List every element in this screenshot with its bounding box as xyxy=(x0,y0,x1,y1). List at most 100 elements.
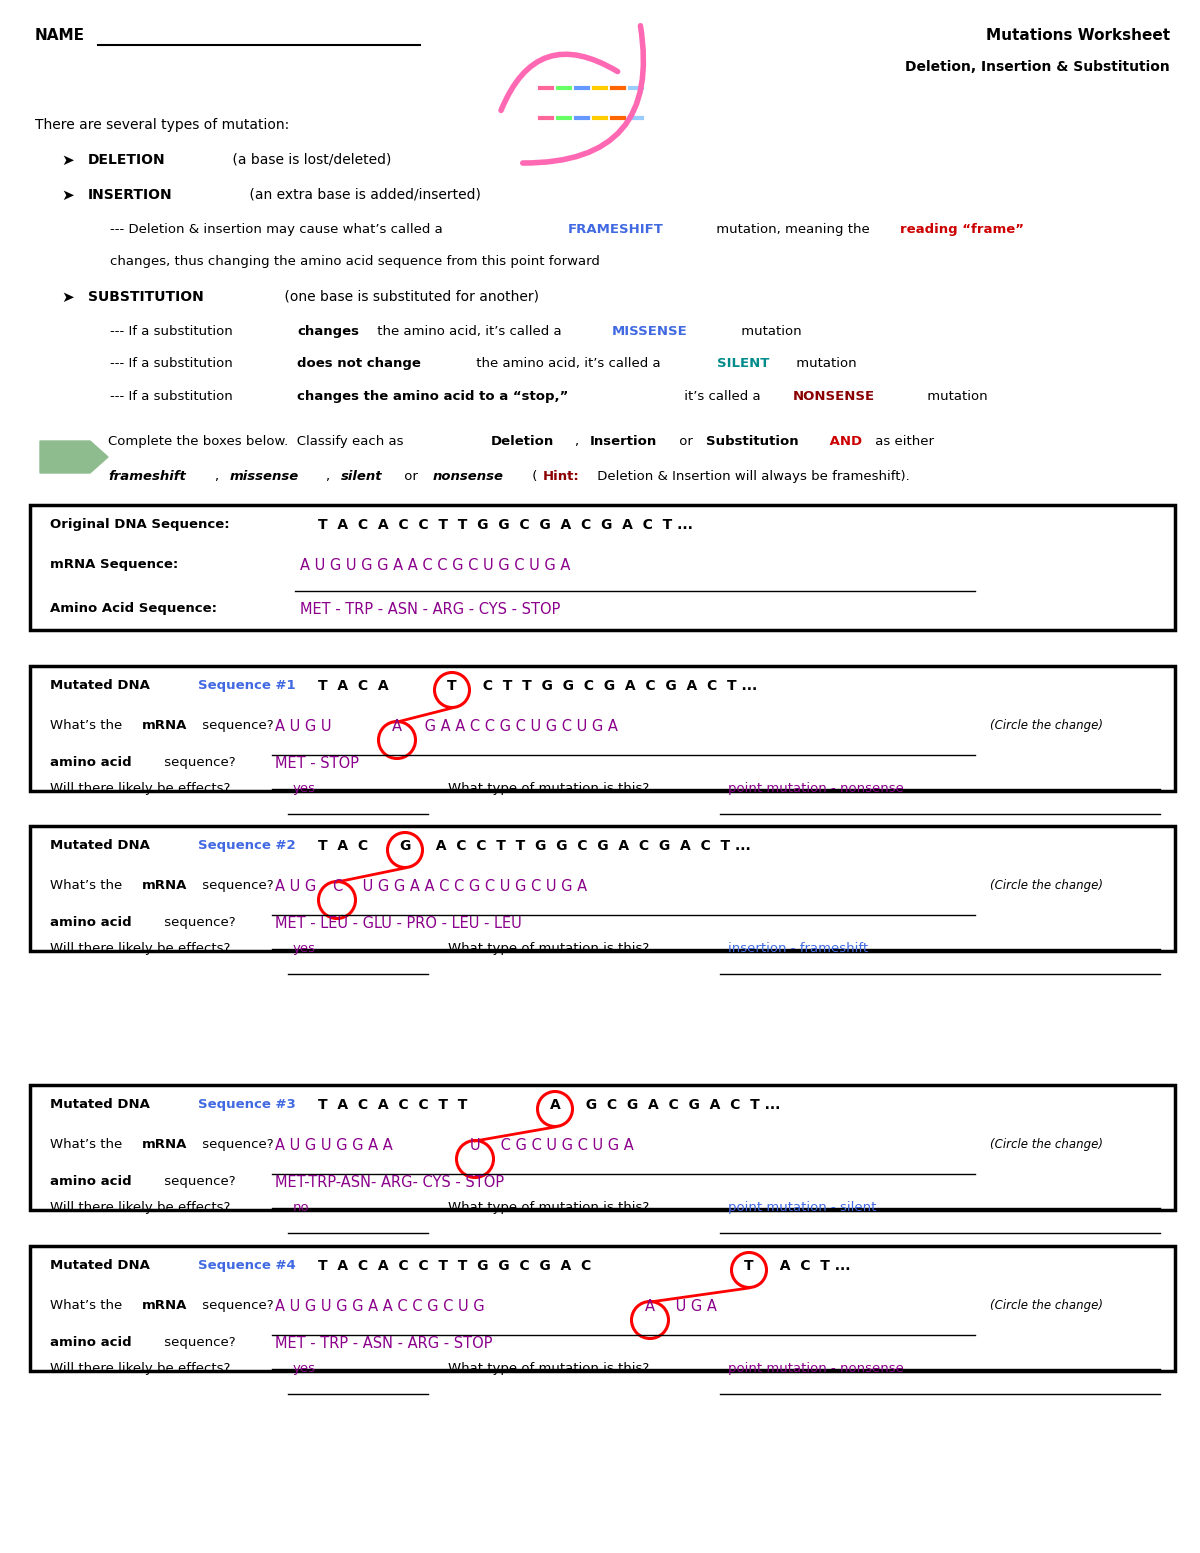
Text: ,: , xyxy=(575,435,583,447)
Text: T: T xyxy=(448,679,457,693)
Text: changes, thus changing the amino acid sequence from this point forward: changes, thus changing the amino acid se… xyxy=(110,255,600,269)
Text: yes: yes xyxy=(293,943,316,955)
Text: (Circle the change): (Circle the change) xyxy=(990,1298,1103,1312)
Text: What’s the: What’s the xyxy=(50,1298,126,1312)
Text: (one base is substituted for another): (one base is substituted for another) xyxy=(280,290,539,304)
Text: sequence?: sequence? xyxy=(160,916,235,929)
Text: amino acid: amino acid xyxy=(50,1176,132,1188)
Text: Mutations Worksheet: Mutations Worksheet xyxy=(986,28,1170,43)
Text: mRNA: mRNA xyxy=(142,879,187,891)
Text: Mutated DNA: Mutated DNA xyxy=(50,839,155,853)
Text: Mutated DNA: Mutated DNA xyxy=(50,1259,155,1272)
Text: Sequence #3: Sequence #3 xyxy=(198,1098,295,1110)
Text: Deletion & Insertion will always be frameshift).: Deletion & Insertion will always be fram… xyxy=(593,471,910,483)
Text: U G G A A C C G C U G C U G A: U G G A A C C G C U G C U G A xyxy=(358,879,587,895)
Text: NONSENSE: NONSENSE xyxy=(793,390,875,402)
Text: the amino acid, it’s called a: the amino acid, it’s called a xyxy=(373,325,566,339)
FancyBboxPatch shape xyxy=(30,826,1175,950)
Text: Hint:: Hint: xyxy=(542,471,580,483)
Text: C G C U G C U G A: C G C U G C U G A xyxy=(496,1138,634,1152)
Text: There are several types of mutation:: There are several types of mutation: xyxy=(35,118,289,132)
Text: amino acid: amino acid xyxy=(50,756,132,769)
Text: sequence?: sequence? xyxy=(198,719,274,731)
Text: A: A xyxy=(646,1298,655,1314)
Text: T: T xyxy=(744,1259,754,1273)
Text: amino acid: amino acid xyxy=(50,1336,132,1350)
Text: (Circle the change): (Circle the change) xyxy=(990,1138,1103,1151)
Text: U: U xyxy=(469,1138,480,1152)
Text: T  A  C  A  C  C  T  T  G  G  C  G  A  C: T A C A C C T T G G C G A C xyxy=(318,1259,601,1273)
Text: --- If a substitution: --- If a substitution xyxy=(110,357,238,370)
Text: NAME: NAME xyxy=(35,28,85,43)
Text: mRNA: mRNA xyxy=(142,1298,187,1312)
Text: U G A: U G A xyxy=(671,1298,716,1314)
Text: Will there likely be effects?: Will there likely be effects? xyxy=(50,783,230,795)
Text: T  A  C: T A C xyxy=(318,839,378,853)
Text: Original DNA Sequence:: Original DNA Sequence: xyxy=(50,519,229,531)
FancyBboxPatch shape xyxy=(30,1086,1175,1210)
Text: Will there likely be effects?: Will there likely be effects? xyxy=(50,1200,230,1214)
Text: DELETION: DELETION xyxy=(88,154,166,168)
Text: mutation: mutation xyxy=(923,390,988,402)
Text: FRAMESHIFT: FRAMESHIFT xyxy=(568,224,664,236)
Text: A U G U G G A A C C G C U G C U G A: A U G U G G A A C C G C U G C U G A xyxy=(300,558,570,573)
Text: A U G U G G A A C C G C U G: A U G U G G A A C C G C U G xyxy=(275,1298,490,1314)
Text: Sequence #1: Sequence #1 xyxy=(198,679,295,693)
Text: Deletion: Deletion xyxy=(491,435,554,447)
Text: T  A  C  A  C  C  T  T: T A C A C C T T xyxy=(318,1098,478,1112)
Text: Substitution: Substitution xyxy=(706,435,799,447)
Text: mutation: mutation xyxy=(737,325,802,339)
Text: What’s the: What’s the xyxy=(50,719,126,731)
Text: as either: as either xyxy=(871,435,934,447)
Text: Mutated DNA: Mutated DNA xyxy=(50,1098,155,1110)
Text: sequence?: sequence? xyxy=(198,1298,274,1312)
Text: Sequence #4: Sequence #4 xyxy=(198,1259,295,1272)
Text: --- If a substitution: --- If a substitution xyxy=(110,325,238,339)
Text: mutation: mutation xyxy=(792,357,857,370)
Text: mRNA: mRNA xyxy=(142,719,187,731)
Text: it’s called a: it’s called a xyxy=(680,390,764,402)
Text: A U G U G G A A: A U G U G G A A xyxy=(275,1138,397,1152)
Text: A U G: A U G xyxy=(275,879,320,895)
Text: mRNA: mRNA xyxy=(142,1138,187,1151)
FancyBboxPatch shape xyxy=(30,505,1175,631)
Text: T  A  C  A  C  C  T  T  G  G  C  G  A  C  G  A  C  T ...: T A C A C C T T G G C G A C G A C T ... xyxy=(318,519,692,533)
Text: C  T  T  G  G  C  G  A  C  G  A  C  T ...: C T T G G C G A C G A C T ... xyxy=(473,679,757,693)
Text: the amino acid, it’s called a: the amino acid, it’s called a xyxy=(472,357,665,370)
Text: (Circle the change): (Circle the change) xyxy=(990,719,1103,731)
Text: MET - LEU - GLU - PRO - LEU - LEU: MET - LEU - GLU - PRO - LEU - LEU xyxy=(275,916,522,930)
FancyBboxPatch shape xyxy=(30,666,1175,790)
Text: or: or xyxy=(400,471,422,483)
Text: ➤: ➤ xyxy=(62,290,79,304)
Text: nonsense: nonsense xyxy=(433,471,504,483)
Text: mRNA Sequence:: mRNA Sequence: xyxy=(50,558,179,572)
Text: SUBSTITUTION: SUBSTITUTION xyxy=(88,290,204,304)
FancyBboxPatch shape xyxy=(30,1246,1175,1371)
Text: (a base is lost/deleted): (a base is lost/deleted) xyxy=(228,154,391,168)
Text: A  C  T ...: A C T ... xyxy=(770,1259,851,1273)
Text: point mutation - nonsense: point mutation - nonsense xyxy=(728,1362,904,1374)
Text: Will there likely be effects?: Will there likely be effects? xyxy=(50,943,230,955)
Text: ,: , xyxy=(326,471,335,483)
Text: yes: yes xyxy=(293,783,316,795)
Text: ➤: ➤ xyxy=(62,188,79,203)
Text: frameshift: frameshift xyxy=(108,471,186,483)
Text: sequence?: sequence? xyxy=(160,1336,235,1350)
Text: A U G U: A U G U xyxy=(275,719,336,735)
Text: C: C xyxy=(332,879,342,895)
Text: Deletion, Insertion & Substitution: Deletion, Insertion & Substitution xyxy=(905,61,1170,75)
Text: (an extra base is added/inserted): (an extra base is added/inserted) xyxy=(245,188,481,202)
Text: MET - TRP - ASN - ARG - CYS - STOP: MET - TRP - ASN - ARG - CYS - STOP xyxy=(300,603,560,617)
Text: Amino Acid Sequence:: Amino Acid Sequence: xyxy=(50,603,217,615)
Text: G: G xyxy=(400,839,410,853)
Text: MET-TRP-ASN- ARG- CYS - STOP: MET-TRP-ASN- ARG- CYS - STOP xyxy=(275,1176,504,1190)
Text: What type of mutation is this?: What type of mutation is this? xyxy=(448,1200,649,1214)
Text: A: A xyxy=(392,719,402,735)
Text: reading “frame”: reading “frame” xyxy=(900,224,1024,236)
Text: sequence?: sequence? xyxy=(160,1176,235,1188)
Text: T  A  C  A: T A C A xyxy=(318,679,398,693)
Text: point mutation - nonsense: point mutation - nonsense xyxy=(728,783,904,795)
Text: or: or xyxy=(674,435,697,447)
Text: What type of mutation is this?: What type of mutation is this? xyxy=(448,943,649,955)
Text: A: A xyxy=(550,1098,560,1112)
